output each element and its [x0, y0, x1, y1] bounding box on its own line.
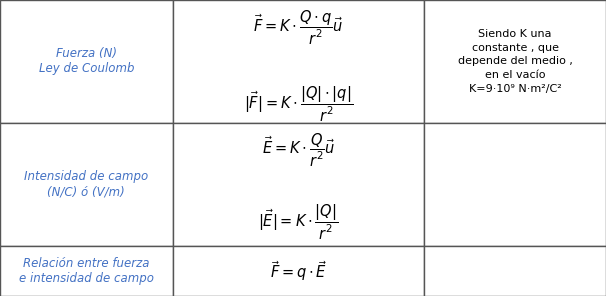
- Text: $\vec{E} = K \cdot \dfrac{Q}{r^2}\vec{u}$: $\vec{E} = K \cdot \dfrac{Q}{r^2}\vec{u}…: [262, 132, 335, 169]
- Bar: [0, 0, 173, 123]
- Text: Relación entre fuerza
e intensidad de campo: Relación entre fuerza e intensidad de ca…: [19, 257, 154, 285]
- Bar: [424, 246, 606, 296]
- Text: $|\vec{E}| = K \cdot \dfrac{|Q|}{r^2}$: $|\vec{E}| = K \cdot \dfrac{|Q|}{r^2}$: [258, 203, 339, 242]
- Bar: [0, 123, 173, 246]
- Bar: [173, 0, 424, 123]
- Bar: [424, 123, 606, 246]
- Bar: [173, 123, 424, 246]
- Text: $\vec{F} = q \cdot \vec{E}$: $\vec{F} = q \cdot \vec{E}$: [270, 259, 327, 283]
- Bar: [173, 246, 424, 296]
- Text: Siendo K una
constante , que
depende del medio ,
en el vacío
K=9·10⁹ N·m²/C²: Siendo K una constante , que depende del…: [458, 29, 573, 94]
- Text: Intensidad de campo
(N/C) ó (V/m): Intensidad de campo (N/C) ó (V/m): [24, 170, 148, 198]
- Text: Fuerza (N)
Ley de Coulomb: Fuerza (N) Ley de Coulomb: [39, 47, 134, 75]
- Text: $|\vec{F}| = K \cdot \dfrac{|Q| \cdot |q|}{r^2}$: $|\vec{F}| = K \cdot \dfrac{|Q| \cdot |q…: [244, 85, 353, 124]
- Text: $\vec{F} = K \cdot \dfrac{Q \cdot q}{r^2}\vec{u}$: $\vec{F} = K \cdot \dfrac{Q \cdot q}{r^2…: [253, 8, 344, 46]
- Bar: [424, 0, 606, 123]
- Bar: [0, 246, 173, 296]
